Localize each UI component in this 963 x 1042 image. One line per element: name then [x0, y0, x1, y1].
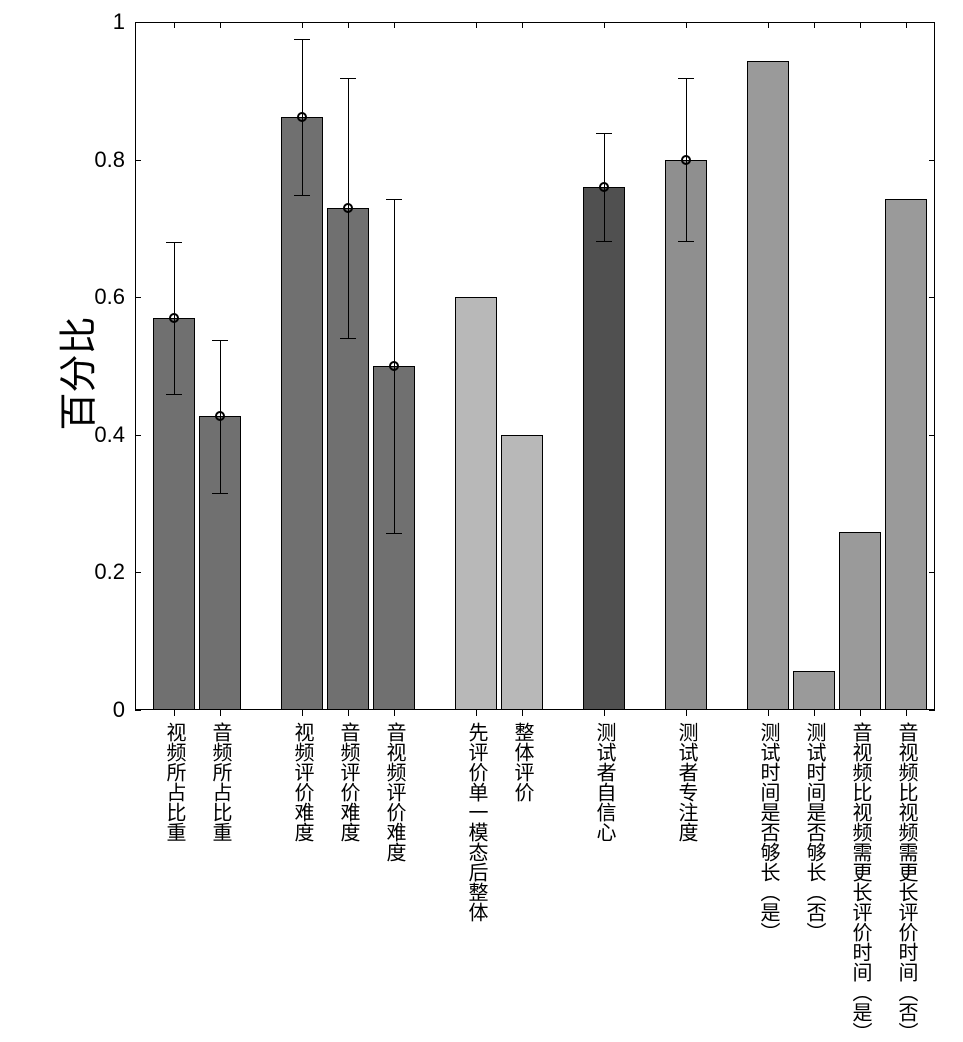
y-tick-label: 0.8	[85, 149, 125, 171]
error-cap	[166, 394, 182, 395]
x-tick	[220, 710, 221, 716]
bar-chart: 00.20.40.60.81百分比视频所占比重音频所占比重视频评价难度音频评价难…	[0, 0, 963, 1000]
bar	[839, 532, 881, 710]
error-cap	[340, 338, 356, 339]
error-cap	[340, 78, 356, 79]
x-tick	[394, 22, 395, 28]
error-cap	[294, 195, 310, 196]
y-tick	[135, 572, 141, 573]
x-tick	[348, 22, 349, 28]
x-tick	[174, 22, 175, 28]
x-tick	[174, 710, 175, 716]
x-tick	[768, 710, 769, 716]
bar	[793, 671, 835, 710]
x-tick	[906, 710, 907, 716]
error-cap	[596, 241, 612, 242]
x-tick	[604, 22, 605, 28]
y-tick-label: 1	[85, 11, 125, 33]
y-tick-label: 0	[85, 699, 125, 721]
x-tick	[302, 22, 303, 28]
x-tick-label: 音视频比视频需更长评价时间（否）	[896, 722, 916, 1042]
error-cap	[596, 133, 612, 134]
y-tick	[929, 160, 935, 161]
marker-circle	[681, 155, 691, 165]
x-tick-label: 测试者专注度	[676, 722, 696, 842]
x-tick	[686, 710, 687, 716]
marker-circle	[215, 411, 225, 421]
x-tick	[522, 710, 523, 716]
y-axis-label: 百分比	[48, 294, 103, 454]
x-tick	[814, 22, 815, 28]
x-tick	[220, 22, 221, 28]
x-tick-label: 音视频评价难度	[384, 722, 404, 862]
y-tick	[135, 160, 141, 161]
error-cap	[386, 533, 402, 534]
bar	[501, 435, 543, 710]
x-tick	[906, 22, 907, 28]
x-tick	[302, 710, 303, 716]
bar	[885, 199, 927, 710]
y-tick	[135, 710, 141, 711]
error-cap	[166, 242, 182, 243]
x-tick	[476, 710, 477, 716]
error-cap	[294, 39, 310, 40]
y-tick	[135, 297, 141, 298]
x-tick-label: 测试时间是否够长（是）	[758, 722, 778, 942]
error-cap	[212, 493, 228, 494]
x-tick	[686, 22, 687, 28]
x-tick	[394, 710, 395, 716]
y-tick	[135, 22, 141, 23]
y-tick	[929, 710, 935, 711]
x-tick-label: 测试时间是否够长（否）	[804, 722, 824, 942]
x-tick-label: 测试者自信心	[594, 722, 614, 842]
x-tick	[814, 710, 815, 716]
bar	[455, 297, 497, 710]
bar	[747, 61, 789, 710]
x-tick-label: 整体评价	[512, 722, 532, 802]
error-cap	[678, 241, 694, 242]
x-tick-label: 先评价单一模态后整体	[466, 722, 486, 922]
x-tick	[476, 22, 477, 28]
marker-circle	[297, 112, 307, 122]
y-tick	[929, 435, 935, 436]
y-tick	[929, 22, 935, 23]
x-tick-label: 音频所占比重	[210, 722, 230, 842]
y-tick	[929, 572, 935, 573]
error-cap	[678, 78, 694, 79]
x-tick	[604, 710, 605, 716]
x-tick	[348, 710, 349, 716]
bar	[281, 117, 323, 710]
y-tick-label: 0.2	[85, 561, 125, 583]
error-cap	[212, 340, 228, 341]
x-tick-label: 音视频比视频需更长评价时间（是）	[850, 722, 870, 1042]
error-cap	[386, 199, 402, 200]
x-tick-label: 音频评价难度	[338, 722, 358, 842]
y-tick	[135, 435, 141, 436]
marker-circle	[389, 361, 399, 371]
x-tick	[768, 22, 769, 28]
x-tick-label: 视频评价难度	[292, 722, 312, 842]
marker-circle	[169, 313, 179, 323]
x-tick	[860, 22, 861, 28]
bar	[583, 187, 625, 710]
x-tick-label: 视频所占比重	[164, 722, 184, 842]
x-tick	[522, 22, 523, 28]
y-tick	[929, 297, 935, 298]
x-tick	[860, 710, 861, 716]
